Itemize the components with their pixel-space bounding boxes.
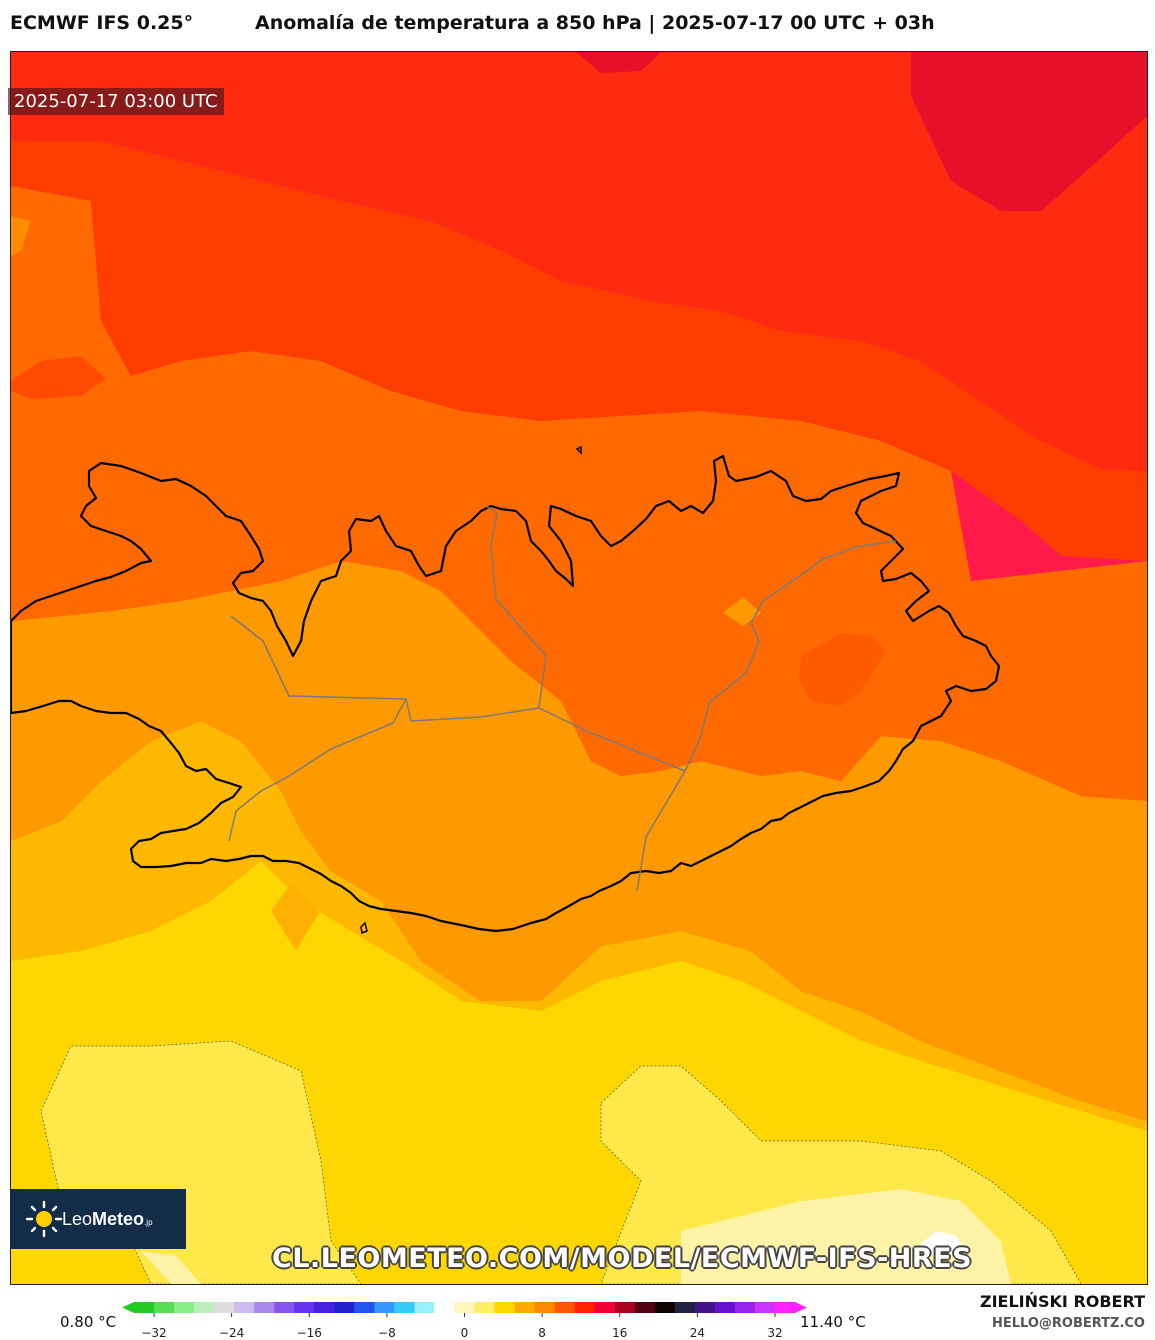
colorbar-segment <box>554 1302 576 1313</box>
colorbar-segment <box>774 1302 796 1313</box>
colorbar-segment <box>134 1302 155 1313</box>
colorbar-segment <box>514 1302 536 1313</box>
colorbar-segment <box>234 1302 255 1313</box>
max-value-label: 11.40 °C <box>800 1313 866 1331</box>
colorbar-segment <box>294 1302 315 1313</box>
colorbar-segment <box>594 1302 616 1313</box>
colorbar-segment <box>454 1302 476 1313</box>
colorbar-segment <box>694 1302 716 1313</box>
valid-time-label: 2025-07-17 03:00 UTC <box>8 88 224 115</box>
colorbar-segment <box>374 1302 395 1313</box>
colorbar-segment <box>494 1302 516 1313</box>
colorbar-segment <box>354 1302 375 1313</box>
colorbar-segment <box>714 1302 736 1313</box>
site-url-watermark: CL.LEOMETEO.COM/MODEL/ECMWF-IFS-HRES <box>272 1243 973 1274</box>
colorbar-segment <box>314 1302 335 1313</box>
colorbar-segment <box>474 1302 496 1313</box>
model-name: ECMWF IFS 0.25° <box>10 12 194 34</box>
colorbar-extend-min <box>122 1302 134 1313</box>
temperature-anomaly-map <box>10 51 1148 1285</box>
colorbar-segment <box>534 1302 556 1313</box>
colorbar-segment <box>254 1302 275 1313</box>
colorbar-segment <box>434 1302 455 1313</box>
colorbar-tick-label: −8 <box>378 1326 396 1340</box>
sun-icon <box>25 1200 63 1238</box>
colorbar-tick-label: −16 <box>297 1326 322 1340</box>
colorbar-tick-label: −32 <box>141 1326 166 1340</box>
colorbar-segment <box>634 1302 656 1313</box>
colorbar-segment <box>174 1302 195 1313</box>
colorbar-segment <box>674 1302 696 1313</box>
colorbar-segment <box>214 1302 235 1313</box>
map-canvas <box>11 52 1147 1284</box>
colorbar-tick-label: 0 <box>461 1326 469 1340</box>
colorbar-segment <box>274 1302 295 1313</box>
colorbar-segment <box>194 1302 215 1313</box>
colorbar-tick-label: −24 <box>219 1326 244 1340</box>
colorbar-segment <box>574 1302 596 1313</box>
colorbar-segment <box>414 1302 435 1313</box>
author-email[interactable]: HELLO@ROBERTZ.CO <box>991 1316 1145 1331</box>
colorbar-segment <box>654 1302 676 1313</box>
colorbar-segment <box>754 1302 776 1313</box>
colorbar-segment <box>154 1302 175 1313</box>
colorbar-segment <box>334 1302 355 1313</box>
colorbar-segment <box>734 1302 756 1313</box>
colorbar-segment <box>614 1302 636 1313</box>
colorbar-tick-label: 8 <box>538 1326 546 1340</box>
colorbar-extend-max <box>795 1302 807 1313</box>
colorbar-tick-label: 24 <box>690 1326 705 1340</box>
min-value-label: 0.80 °C <box>60 1313 117 1331</box>
author-name: ZIELIŃSKI ROBERT <box>979 1292 1145 1311</box>
leometeo-logo[interactable]: LeoMeteo.jp <box>10 1189 186 1249</box>
chart-title: Anomalía de temperatura a 850 hPa | 2025… <box>255 12 935 34</box>
colorbar-segment <box>394 1302 415 1313</box>
colorbar-tick-label: 16 <box>612 1326 627 1340</box>
colorbar-tick-label: 32 <box>767 1326 782 1340</box>
logo-wordmark: LeoMeteo.jp <box>62 1209 153 1229</box>
colorbar: −32 −24 −16 −8 0 8 16 24 32 <box>122 1302 807 1340</box>
